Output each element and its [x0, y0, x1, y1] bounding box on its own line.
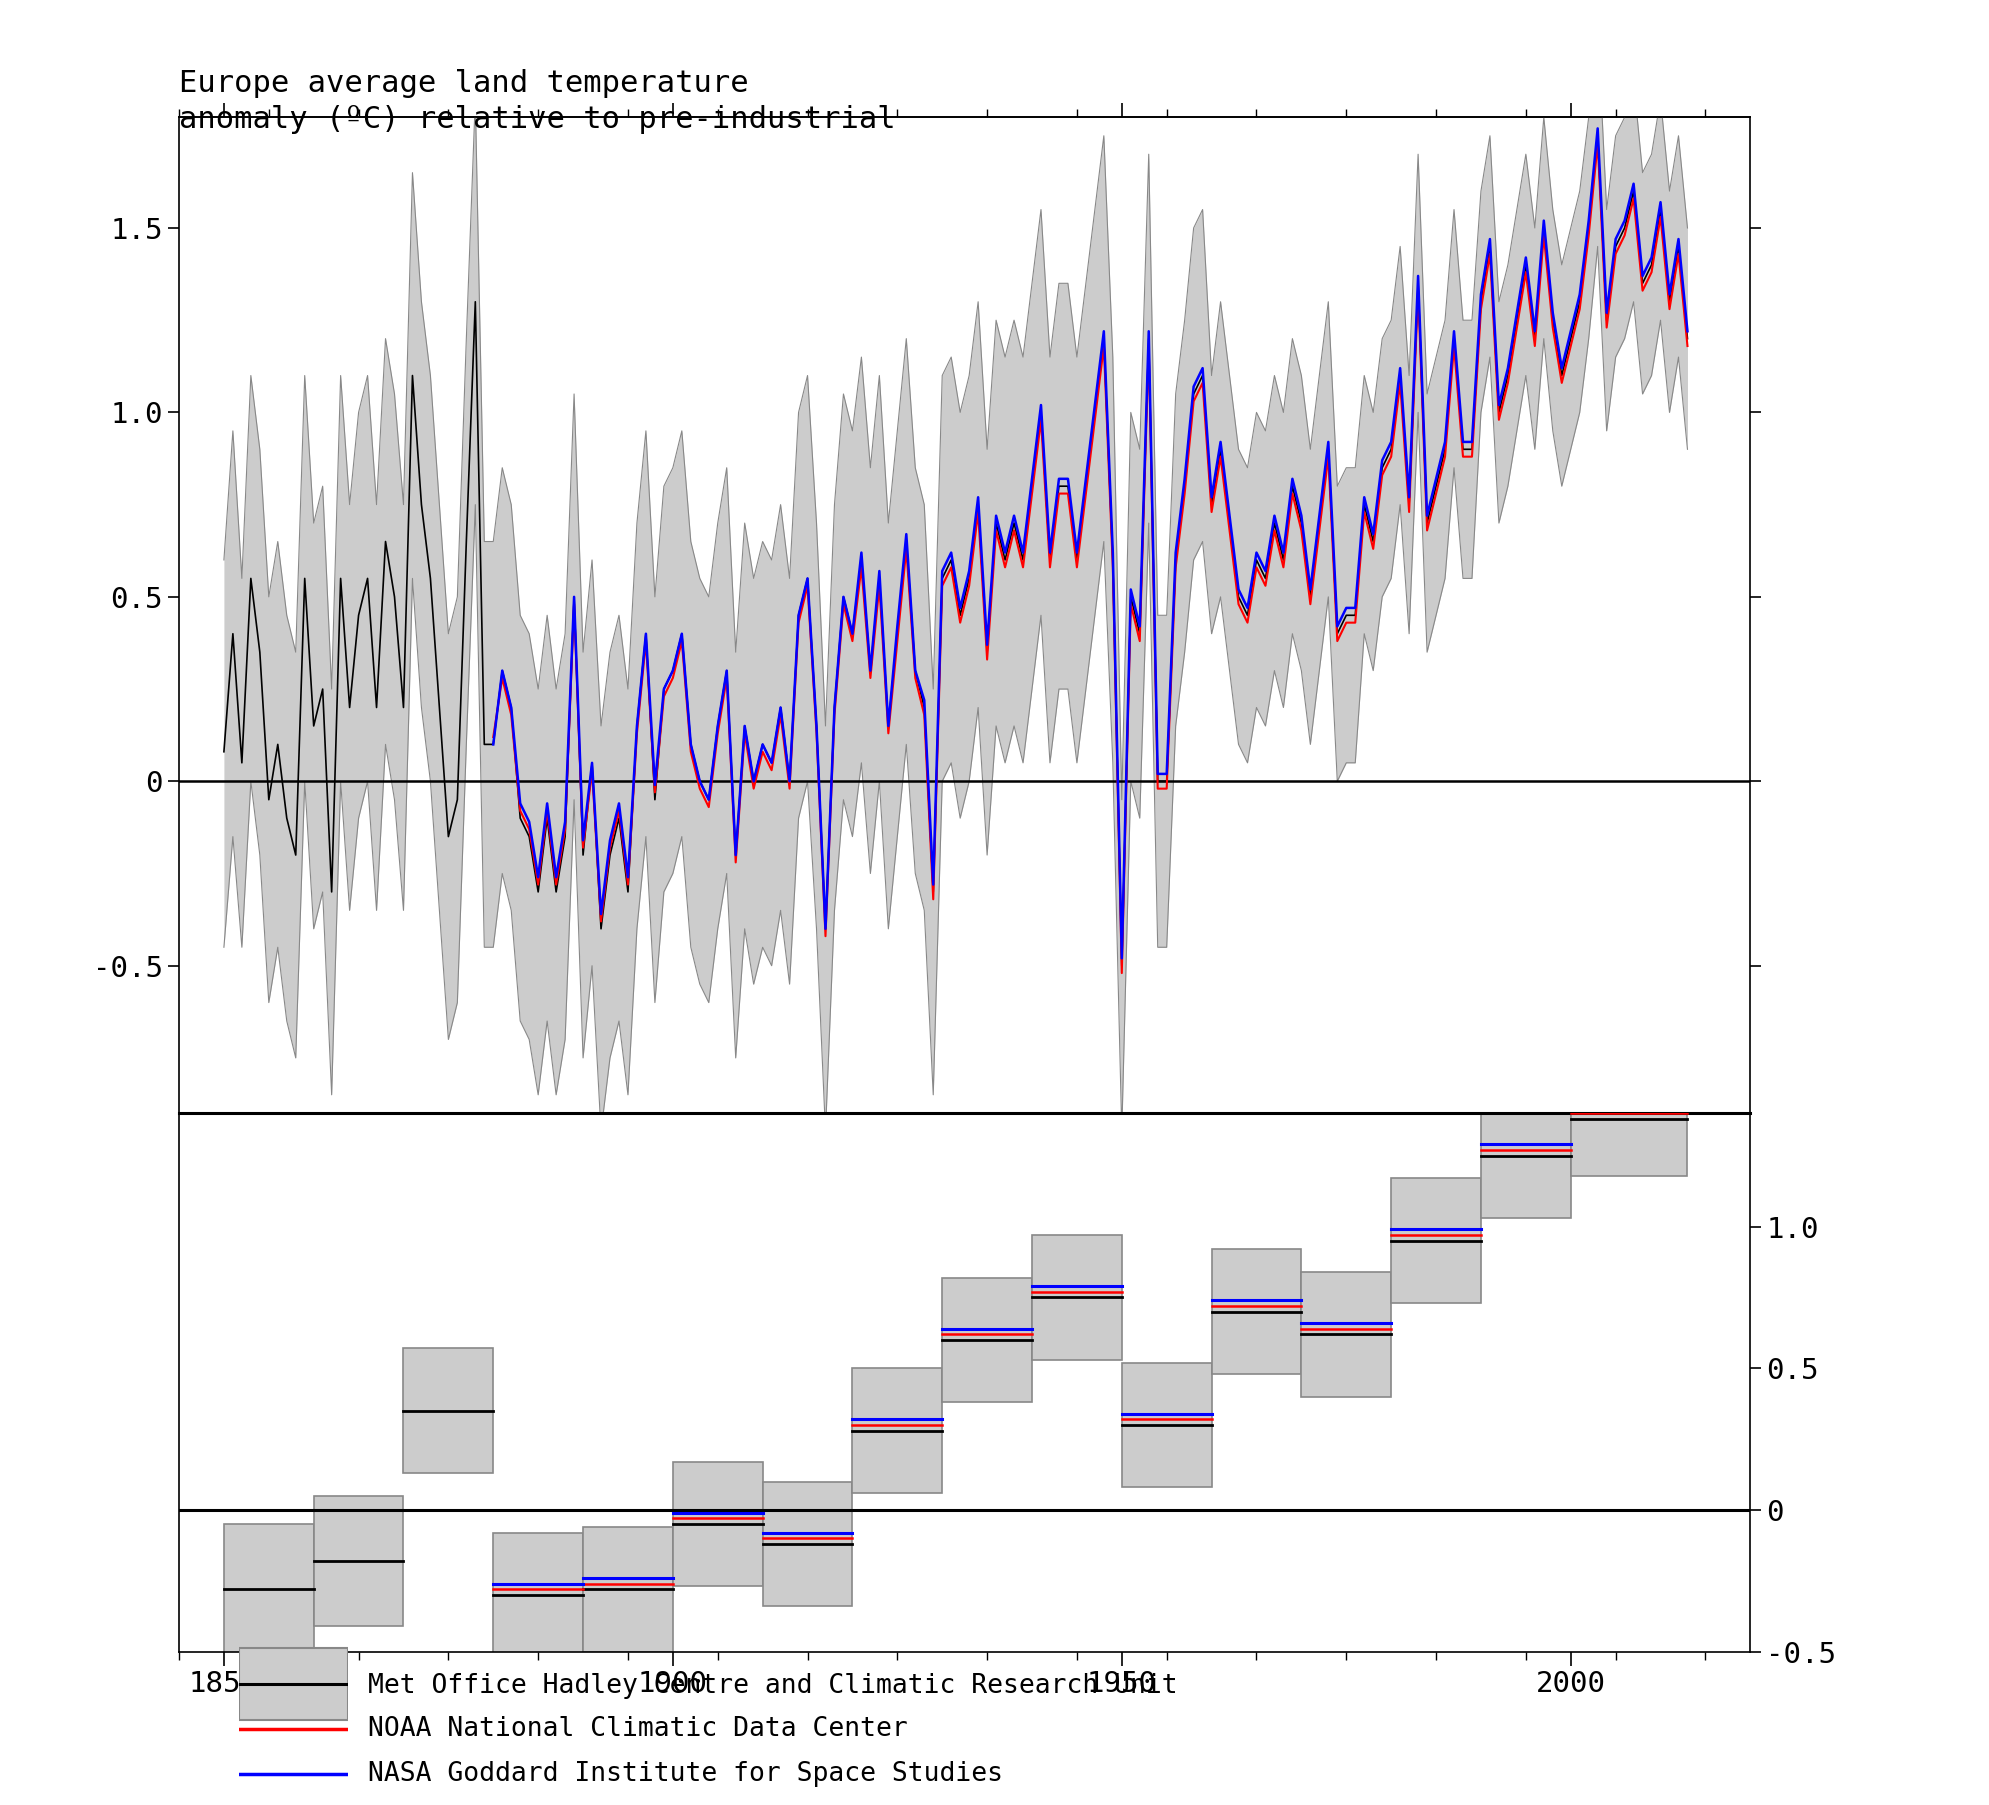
Bar — [1122, 1363, 1211, 1487]
Bar — [762, 1482, 853, 1606]
Bar — [853, 1368, 943, 1493]
Bar — [404, 1348, 493, 1473]
Bar — [1211, 1249, 1301, 1374]
Bar — [1301, 1273, 1390, 1397]
Text: NOAA National Climatic Data Center: NOAA National Climatic Data Center — [368, 1717, 907, 1742]
Bar — [314, 1496, 404, 1626]
Bar — [1390, 1179, 1482, 1303]
Bar — [493, 1532, 583, 1657]
Text: Europe average land temperature: Europe average land temperature — [179, 69, 748, 97]
Bar — [1571, 1061, 1687, 1175]
Text: NASA Goddard Institute for Space Studies: NASA Goddard Institute for Space Studies — [368, 1762, 1002, 1787]
Text: Met Office Hadley Centre and Climatic Research Unit: Met Office Hadley Centre and Climatic Re… — [368, 1673, 1177, 1699]
Bar — [1032, 1235, 1122, 1359]
Bar — [1482, 1094, 1571, 1218]
Bar — [943, 1278, 1032, 1402]
Text: anomaly (ºC) relative to pre-industrial: anomaly (ºC) relative to pre-industrial — [179, 105, 895, 134]
Bar — [225, 1523, 314, 1655]
Bar — [583, 1527, 672, 1652]
Bar — [672, 1462, 762, 1587]
